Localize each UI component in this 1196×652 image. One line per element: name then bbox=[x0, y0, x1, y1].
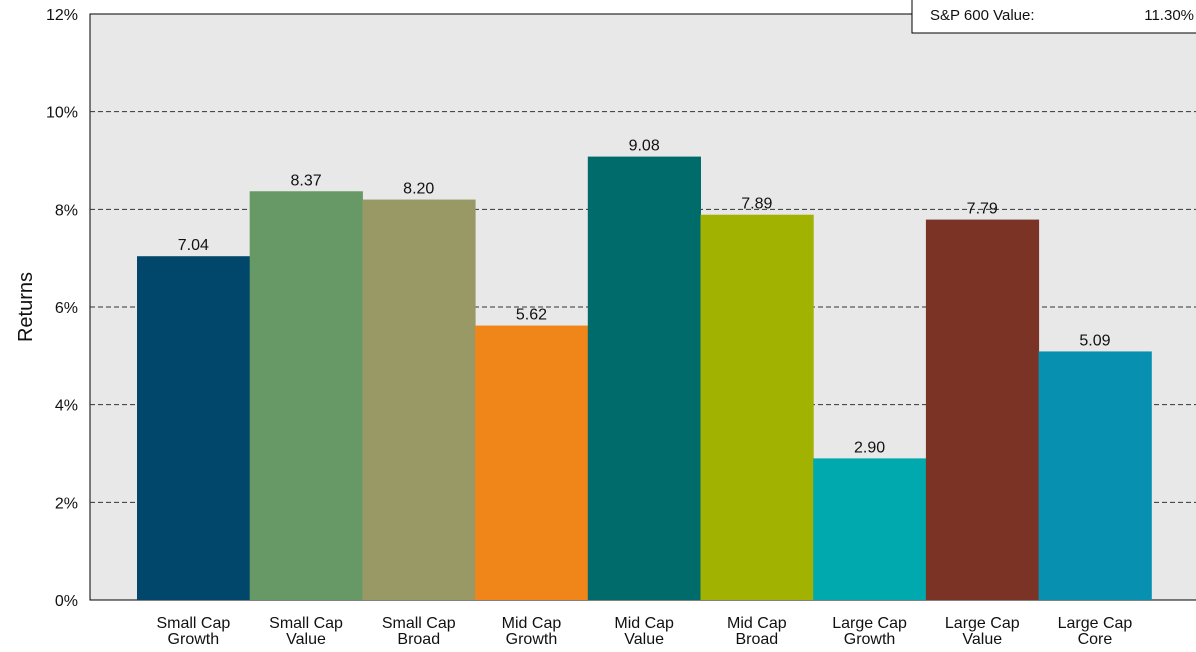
bar-value-label: 9.08 bbox=[629, 138, 660, 155]
x-tick-label: Mid Cap bbox=[502, 615, 562, 632]
x-tick-label: Broad bbox=[735, 631, 778, 648]
bar-value-label: 5.09 bbox=[1079, 332, 1110, 349]
bar-value-labels: 7.04 8.37 8.20 5.62 9.08 7.89 2.90 7.79 5.09 bbox=[178, 138, 1111, 457]
bar bbox=[813, 458, 927, 600]
y-tick-label: 4% bbox=[55, 398, 78, 415]
bar-value-label: 8.37 bbox=[290, 172, 321, 189]
bar-value-label: 8.20 bbox=[403, 181, 434, 198]
x-tick-label: Value bbox=[286, 631, 326, 648]
x-tick-label: Small Cap bbox=[382, 615, 456, 632]
bars bbox=[137, 156, 1152, 601]
y-axis: 0% 2% 4% 6% 8% 10% 12% bbox=[46, 7, 78, 610]
x-tick-label: Mid Cap bbox=[727, 615, 787, 632]
y-tick-label: 0% bbox=[55, 593, 78, 610]
bar-value-label: 7.04 bbox=[178, 237, 209, 254]
bar bbox=[1038, 351, 1152, 600]
x-tick-label: Large Cap bbox=[945, 615, 1020, 632]
x-tick-label: Broad bbox=[397, 631, 440, 648]
bar-value-label: 5.62 bbox=[516, 307, 547, 324]
y-tick-label: 12% bbox=[46, 7, 78, 24]
bar bbox=[362, 199, 476, 601]
x-tick-label: Growth bbox=[506, 631, 558, 648]
x-tick-label: Value bbox=[624, 631, 664, 648]
annotation-box-frame bbox=[911, 0, 1196, 34]
bar bbox=[475, 325, 589, 600]
x-tick-label: Large Cap bbox=[1058, 615, 1133, 632]
annotation-box: S&P 600 Value: 11.30% bbox=[911, 0, 1196, 34]
annotation-label: S&P 600 Value: bbox=[930, 7, 1035, 24]
x-tick-label: Mid Cap bbox=[614, 615, 674, 632]
y-tick-label: 2% bbox=[55, 495, 78, 512]
annotation-value: 11.30% bbox=[1144, 7, 1194, 24]
y-tick-label: 10% bbox=[46, 105, 78, 122]
bar-value-label: 2.90 bbox=[854, 439, 885, 456]
bar-value-label: 7.79 bbox=[967, 201, 998, 218]
y-axis-title: Returns bbox=[15, 272, 37, 342]
x-tick-label: Growth bbox=[168, 631, 220, 648]
y-tick-label: 8% bbox=[55, 202, 78, 219]
x-tick-label: Small Cap bbox=[269, 615, 343, 632]
bar bbox=[925, 219, 1040, 601]
x-tick-label: Growth bbox=[844, 631, 896, 648]
bar-value-label: 7.89 bbox=[741, 196, 772, 213]
x-tick-label: Value bbox=[962, 631, 1002, 648]
bar bbox=[137, 256, 251, 600]
bar bbox=[249, 191, 363, 600]
bar bbox=[587, 156, 701, 601]
x-tick-label: Core bbox=[1078, 631, 1113, 648]
bar bbox=[700, 214, 814, 600]
x-tick-label: Small Cap bbox=[156, 615, 230, 632]
x-tick-label: Large Cap bbox=[832, 615, 907, 632]
y-tick-label: 6% bbox=[55, 300, 78, 317]
